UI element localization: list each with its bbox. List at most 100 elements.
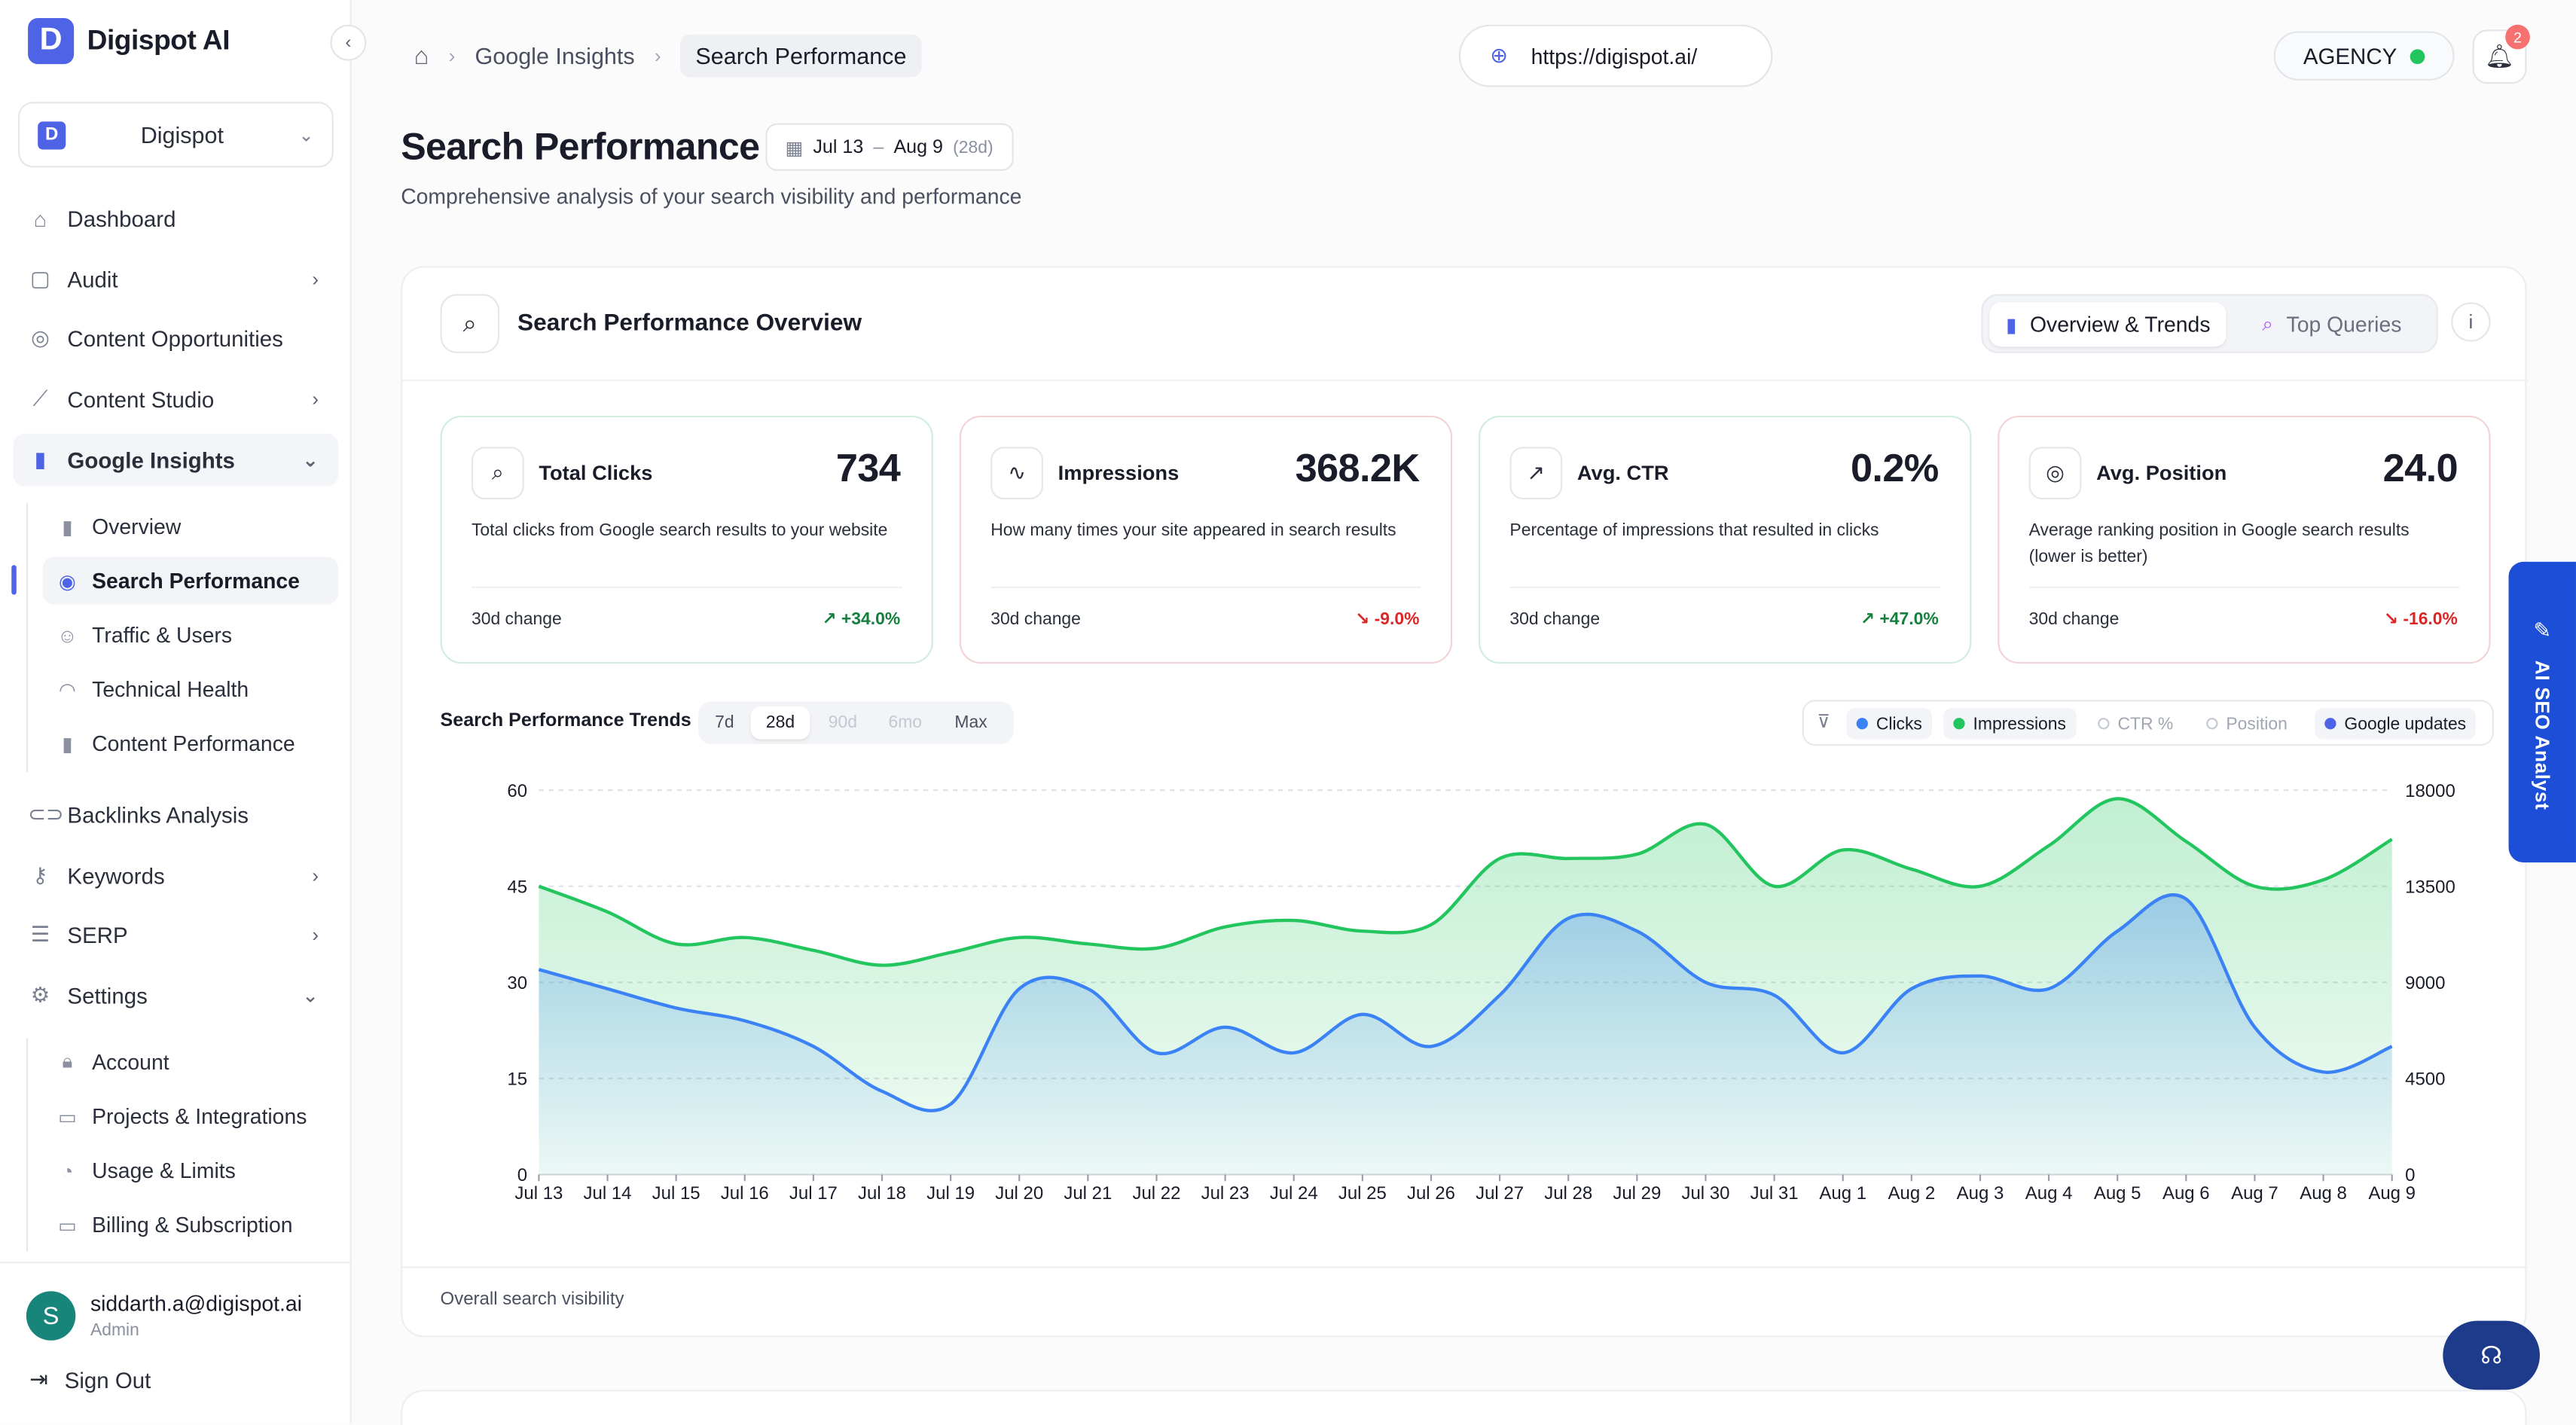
wand-icon: ⟋	[32, 386, 48, 411]
range-7d[interactable]: 7d	[715, 712, 734, 733]
legend-position[interactable]: Position	[2196, 708, 2297, 739]
trends-chart[interactable]: 0 15 30 45 60 0 4500 9000 13500 18000 Jul 13 Jul 14…	[402, 761, 2528, 1204]
home-icon[interactable]: ⌂	[414, 41, 429, 70]
status-dot	[2410, 48, 2425, 63]
brand[interactable]: D Digispot AI	[28, 17, 230, 65]
trend-up-icon: ↗	[822, 609, 841, 630]
nav-audit[interactable]: ▢ Audit ›	[13, 253, 338, 306]
site-url[interactable]: ⊕ https://digispot.ai/	[1458, 24, 1773, 87]
range-max[interactable]: Max	[954, 712, 987, 733]
sub-account[interactable]: 🔒︎ Account	[43, 1038, 339, 1085]
kpi-change-value: -16.0%	[2403, 609, 2458, 630]
chevron-right-icon: ›	[448, 44, 456, 68]
kpi-description: Average ranking position in Google searc…	[2028, 520, 2410, 567]
sub-label: Usage & Limits	[92, 1158, 236, 1183]
divider	[1509, 586, 1940, 588]
x-tick-label: Jul 20	[995, 1183, 1043, 1204]
chevron-down-icon: ⌄	[302, 448, 319, 471]
x-tick-label: Jul 27	[1476, 1183, 1524, 1204]
chevron-right-icon: ›	[312, 387, 319, 411]
tab-overview-trends[interactable]: ▮ Overview & Trends	[1989, 302, 2227, 347]
legend-label: Impressions	[1973, 713, 2066, 734]
nav-keywords[interactable]: ⚷ Keywords ›	[13, 850, 338, 902]
date-from: Jul 13	[813, 137, 864, 157]
ai-seo-analyst-tab[interactable]: ✎ AI SEO Analyst	[2508, 561, 2576, 863]
sub-search-performance[interactable]: ◉ Search Performance	[42, 557, 339, 605]
nav-google-insights[interactable]: ▮ Google Insights ⌄	[13, 433, 339, 487]
tab-label: Overview & Trends	[2029, 312, 2211, 337]
info-button[interactable]: i	[2451, 302, 2491, 342]
nav-dashboard[interactable]: ⌂ Dashboard	[13, 192, 338, 245]
breadcrumb-parent[interactable]: Google Insights	[475, 42, 635, 69]
sub-technical-health[interactable]: ◠ Technical Health	[43, 665, 339, 712]
legend-impressions[interactable]: Impressions	[1943, 708, 2077, 740]
collapse-sidebar-button[interactable]: ‹	[330, 24, 367, 61]
nav-settings[interactable]: ⚙ Settings ⌄	[13, 969, 338, 1022]
nav-serp[interactable]: ☰ SERP ›	[13, 908, 338, 961]
nav-backlinks[interactable]: ⊂⊃ Backlinks Analysis	[13, 789, 338, 841]
project-logo-icon: D	[38, 121, 66, 149]
nav-content-opportunities[interactable]: ◎ Content Opportunities	[13, 312, 338, 365]
gear-icon: ⚙	[30, 982, 50, 1008]
sub-billing[interactable]: ▭ Billing & Subscription	[43, 1201, 339, 1248]
date-range-picker[interactable]: ▦ Jul 13 – Aug 9 (28d)	[765, 123, 1013, 171]
nav-label: Dashboard	[67, 206, 176, 231]
divider	[402, 1266, 2529, 1268]
sub-overview[interactable]: ▮ Overview	[43, 502, 339, 550]
sub-traffic-users[interactable]: ☺ Traffic & Users	[43, 611, 339, 658]
breadcrumb-current: Search Performance	[680, 34, 922, 78]
submenu-line	[26, 1038, 29, 1252]
sign-out-button[interactable]: ⇥ Sign Out	[29, 1367, 151, 1393]
legend-google-updates[interactable]: Google updates	[2315, 708, 2477, 740]
chevron-right-icon: ›	[654, 44, 661, 68]
card-title: Search Performance Overview	[517, 310, 862, 337]
range-28d[interactable]: 28d	[750, 706, 810, 740]
date-days: (28d)	[953, 137, 993, 157]
x-tick-label: Jul 15	[652, 1183, 700, 1204]
sub-label: Traffic & Users	[92, 622, 233, 648]
legend-ctr[interactable]: CTR %	[2088, 708, 2183, 739]
x-tick-label: Jul 17	[789, 1183, 838, 1204]
search-performance-card: ⌕ Search Performance Overview ▮ Overview…	[401, 266, 2529, 1338]
avatar[interactable]: S	[26, 1291, 76, 1341]
legend-clicks[interactable]: Clicks	[1846, 708, 1932, 740]
project-selector[interactable]: D Digispot ⌄	[17, 102, 334, 168]
sub-usage-limits[interactable]: ◔ Usage & Limits	[43, 1146, 339, 1194]
chevron-down-icon: ⌄	[302, 984, 319, 1008]
x-tick-label: Jul 29	[1613, 1183, 1661, 1204]
user-email: siddarth.a@digispot.ai	[90, 1291, 302, 1317]
legend-label: CTR %	[2117, 713, 2174, 734]
tab-top-queries[interactable]: ⌕ Top Queries	[2246, 302, 2419, 346]
x-tick-label: Aug 1	[1819, 1183, 1866, 1204]
kpi-description: How many times your site appeared in sea…	[990, 520, 1396, 541]
y-right-tick-label: 13500	[2405, 877, 2455, 897]
credit-card-icon: ▭	[58, 1213, 77, 1237]
sub-label: Technical Health	[92, 676, 249, 702]
chart-legend: ⊽ Clicks Impressions CTR % Position Goog…	[1802, 700, 2494, 746]
target-icon: ◎	[2028, 447, 2082, 500]
x-tick-label: Jul 22	[1132, 1183, 1180, 1204]
divider	[2028, 586, 2460, 588]
x-tick-label: Aug 2	[1888, 1183, 1935, 1204]
clicks-area	[539, 895, 2392, 1175]
divider	[402, 379, 2529, 382]
bar-chart-icon: ▮	[62, 514, 73, 539]
nav-content-studio[interactable]: ⟋ Content Studio ›	[13, 373, 338, 426]
agency-badge[interactable]: AGENCY	[2273, 31, 2455, 81]
chevron-right-icon: ›	[312, 864, 319, 887]
agency-label: AGENCY	[2303, 43, 2397, 69]
headset-icon: ☊	[2480, 1341, 2503, 1371]
user-role: Admin	[90, 1320, 139, 1341]
sub-projects-integrations[interactable]: ▭ Projects & Integrations	[43, 1092, 339, 1140]
chevron-right-icon: ›	[312, 923, 319, 947]
x-tick-label: Jul 23	[1201, 1183, 1250, 1204]
support-button[interactable]: ☊	[2443, 1320, 2540, 1390]
sub-content-performance[interactable]: ▮ Content Performance	[43, 719, 339, 767]
bar-chart-icon: ▮	[62, 731, 73, 755]
kpi-value: 368.2K	[1295, 447, 1421, 492]
x-tick-label: Aug 5	[2094, 1183, 2141, 1204]
x-tick-label: Jul 24	[1270, 1183, 1318, 1204]
legend-dot	[2324, 718, 2336, 730]
info-icon: i	[2468, 310, 2474, 334]
trend-down-icon: ↘	[2383, 609, 2404, 630]
